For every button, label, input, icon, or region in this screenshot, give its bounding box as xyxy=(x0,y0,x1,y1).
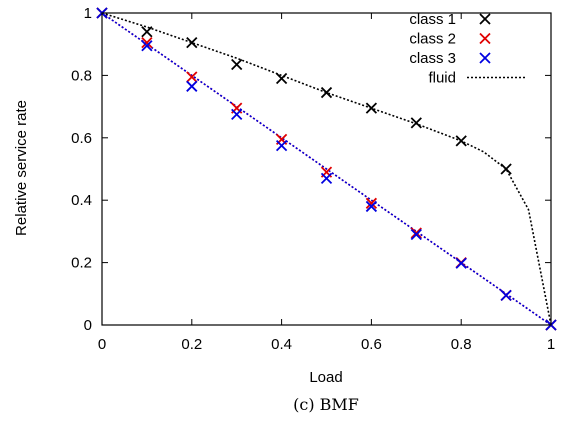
x-tick-label: 0.2 xyxy=(181,336,202,353)
x-tick-label: 1 xyxy=(547,336,555,353)
y-tick-label: 0.8 xyxy=(71,67,92,84)
legend-marker-3 xyxy=(479,52,491,64)
point-series-2 xyxy=(365,197,378,209)
figure-caption: (c) BMF xyxy=(293,395,359,414)
x-tick-label: 0.6 xyxy=(361,336,382,353)
x-axis-title: Load xyxy=(309,369,342,386)
point-series-2 xyxy=(410,227,422,239)
point-series-1 xyxy=(320,86,333,99)
point-series-3 xyxy=(500,289,512,301)
axes-layer: 0 0.2 0.4 0.6 0.8 1 0 0.2 0.4 0.6 0.8 1 xyxy=(71,5,555,353)
fluid-curve-3 xyxy=(101,12,552,326)
point-series-2 xyxy=(186,71,198,83)
x-tick-label: 0.8 xyxy=(451,336,472,353)
point-series-3 xyxy=(455,257,467,269)
point-series-3 xyxy=(231,108,243,121)
point-series-1 xyxy=(141,26,153,38)
point-series-1 xyxy=(231,58,243,71)
legend-marker-2 xyxy=(479,32,491,45)
y-tick-label: 1 xyxy=(84,5,92,22)
legend-marker-1 xyxy=(479,13,491,25)
plot-frame xyxy=(101,12,552,326)
x-tick-label: 0 xyxy=(98,336,106,353)
point-series-3 xyxy=(275,139,288,152)
y-tick-label: 0.6 xyxy=(71,130,92,147)
point-series-3 xyxy=(186,80,198,92)
point-series-3 xyxy=(141,40,153,52)
point-series-1 xyxy=(275,72,288,85)
point-series-1 xyxy=(365,102,378,114)
point-series-1 xyxy=(500,163,512,175)
point-series-1 xyxy=(186,37,198,49)
point-series-3 xyxy=(410,228,422,241)
point-series-3 xyxy=(320,172,333,184)
y-tick-label: 0.4 xyxy=(71,192,92,209)
y-tick-label: 0.2 xyxy=(71,255,92,272)
x-tick-label: 0.4 xyxy=(271,336,292,353)
point-series-2 xyxy=(141,37,153,49)
y-tick-label: 0 xyxy=(84,317,92,334)
point-series-1 xyxy=(410,117,422,129)
legend-label-2: class 2 xyxy=(409,31,456,48)
legend-label-3: class 3 xyxy=(409,50,456,67)
y-axis-title: Relative service rate xyxy=(13,100,30,236)
point-series-1 xyxy=(455,135,467,147)
point-series-3 xyxy=(365,200,378,213)
plot-layer xyxy=(96,7,557,331)
legend-label-1: class 1 xyxy=(409,11,456,28)
legend: class 1 class 2 class 3 fluid xyxy=(409,11,525,87)
legend-label-fluid: fluid xyxy=(428,70,456,87)
